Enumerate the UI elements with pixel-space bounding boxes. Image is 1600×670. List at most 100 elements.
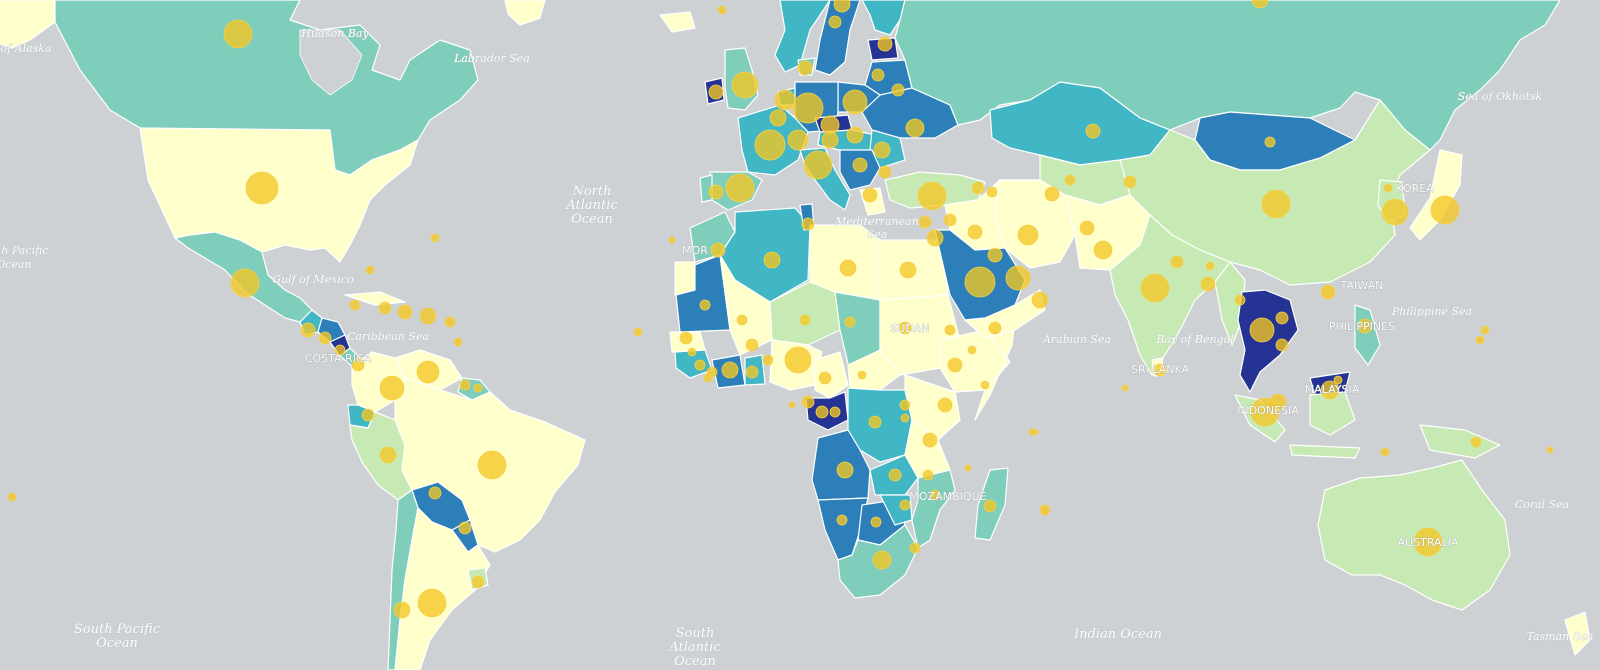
bubble-poland[interactable] bbox=[842, 89, 868, 115]
bubble-somalia[interactable] bbox=[980, 380, 990, 390]
bubble-spain[interactable] bbox=[725, 173, 755, 203]
bubble-togo-benin[interactable] bbox=[762, 354, 774, 366]
bubble-belarus[interactable] bbox=[891, 83, 905, 97]
bubble-norway[interactable] bbox=[833, 0, 851, 13]
bubble-congo[interactable] bbox=[829, 406, 841, 418]
bubble-austria[interactable] bbox=[821, 131, 839, 149]
bubble-solomon[interactable] bbox=[1546, 446, 1554, 454]
bubble-botswana[interactable] bbox=[870, 516, 882, 528]
bubble-korea-north[interactable] bbox=[1383, 183, 1393, 193]
bubble-mozambique[interactable] bbox=[929, 489, 941, 501]
bubble-bhutan[interactable] bbox=[1205, 261, 1215, 271]
bubble-kenya[interactable] bbox=[937, 397, 953, 413]
country-norway[interactable] bbox=[774, 0, 831, 73]
bubble-caribbean-6[interactable] bbox=[444, 316, 456, 328]
bubble-papua[interactable] bbox=[1470, 436, 1482, 448]
bubble-caribbean-1[interactable] bbox=[365, 265, 375, 275]
bubble-kazakhstan[interactable] bbox=[1085, 123, 1101, 139]
bubble-burkina-faso[interactable] bbox=[745, 338, 759, 352]
country-indonesia-borneo[interactable] bbox=[1309, 391, 1356, 436]
bubble-ivory-coast[interactable] bbox=[721, 361, 739, 379]
bubble-portugal[interactable] bbox=[708, 184, 724, 200]
bubble-philippines[interactable] bbox=[1357, 318, 1373, 334]
bubble-korea[interactable] bbox=[1381, 198, 1409, 226]
bubble-gabon[interactable] bbox=[815, 405, 829, 419]
bubble-bulgaria[interactable] bbox=[878, 165, 892, 179]
bubble-paraguay[interactable] bbox=[458, 521, 472, 535]
bubble-finland[interactable] bbox=[877, 36, 893, 52]
bubble-eritrea[interactable] bbox=[944, 324, 956, 336]
country-australia[interactable] bbox=[1317, 459, 1511, 611]
country-japan[interactable] bbox=[1409, 149, 1463, 241]
bubble-greece[interactable] bbox=[862, 187, 878, 203]
bubble-pakistan[interactable] bbox=[1093, 240, 1113, 260]
bubble-israel-1[interactable] bbox=[926, 229, 944, 247]
bubble-turkey[interactable] bbox=[917, 181, 947, 211]
bubble-mauritania[interactable] bbox=[699, 299, 711, 311]
bubble-chad[interactable] bbox=[844, 316, 856, 328]
bubble-vietnam[interactable] bbox=[1275, 311, 1289, 325]
bubble-equatorial-guinea[interactable] bbox=[801, 395, 815, 409]
bubble-canada[interactable] bbox=[223, 19, 253, 49]
bubble-guyana[interactable] bbox=[473, 383, 483, 393]
bubble-sudan[interactable] bbox=[898, 321, 912, 335]
bubble-mauritius[interactable] bbox=[1039, 504, 1051, 516]
bubble-car[interactable] bbox=[857, 370, 867, 380]
bubble-baltics[interactable] bbox=[871, 68, 885, 82]
bubble-switzerland[interactable] bbox=[787, 129, 809, 151]
bubble-seychelles[interactable] bbox=[1028, 428, 1036, 436]
country-iceland[interactable] bbox=[659, 11, 696, 33]
bubble-ireland[interactable] bbox=[708, 84, 724, 100]
bubble-namibia[interactable] bbox=[836, 514, 848, 526]
country-car[interactable] bbox=[847, 349, 901, 391]
bubble-angola[interactable] bbox=[836, 461, 854, 479]
bubble-cambodia[interactable] bbox=[1275, 338, 1289, 352]
bubble-madagascar[interactable] bbox=[983, 499, 997, 513]
bubble-iraq[interactable] bbox=[967, 224, 983, 240]
bubble-gambia[interactable] bbox=[687, 347, 697, 357]
bubble-malaysia[interactable] bbox=[1320, 380, 1340, 400]
bubble-nepal[interactable] bbox=[1170, 255, 1184, 269]
bubble-russia[interactable] bbox=[1251, 0, 1269, 9]
bubble-bolivia[interactable] bbox=[428, 486, 442, 500]
bubble-sierra-leone[interactable] bbox=[703, 373, 713, 383]
bubble-sao-tome[interactable] bbox=[788, 401, 796, 409]
country-sweden[interactable] bbox=[814, 0, 861, 76]
country-mozambique[interactable] bbox=[911, 469, 956, 549]
bubble-central-asia-1[interactable] bbox=[1044, 186, 1060, 202]
bubble-czech[interactable] bbox=[820, 115, 840, 135]
bubble-mali[interactable] bbox=[736, 314, 748, 326]
country-finland[interactable] bbox=[861, 0, 906, 36]
bubble-central-asia-3[interactable] bbox=[1123, 175, 1137, 189]
bubble-denmark[interactable] bbox=[797, 60, 813, 76]
bubble-saudi-arabia[interactable] bbox=[964, 266, 996, 298]
bubble-ethiopia[interactable] bbox=[947, 357, 963, 373]
bubble-thailand[interactable] bbox=[1249, 317, 1275, 343]
bubble-italy[interactable] bbox=[803, 150, 833, 180]
bubble-ukraine[interactable] bbox=[905, 118, 925, 138]
bubble-brazil[interactable] bbox=[477, 450, 507, 480]
bubble-pacific-island[interactable] bbox=[7, 492, 17, 502]
bubble-venezuela[interactable] bbox=[416, 360, 440, 384]
country-new-zealand[interactable] bbox=[1564, 611, 1591, 656]
bubble-djibouti[interactable] bbox=[967, 345, 977, 355]
country-greenland[interactable] bbox=[504, 0, 546, 26]
bubble-libya[interactable] bbox=[839, 259, 857, 277]
bubble-guinea-bissau[interactable] bbox=[694, 359, 706, 371]
country-cuba[interactable] bbox=[344, 291, 406, 306]
bubble-honduras[interactable] bbox=[318, 331, 332, 345]
bubble-iceland[interactable] bbox=[717, 5, 727, 15]
bubble-romania[interactable] bbox=[873, 141, 891, 159]
bubble-india[interactable] bbox=[1140, 273, 1170, 303]
bubble-caribbean-5[interactable] bbox=[419, 307, 437, 325]
bubble-yemen[interactable] bbox=[988, 321, 1002, 335]
bubble-kuwait[interactable] bbox=[987, 247, 1003, 263]
bubble-colombia[interactable] bbox=[379, 375, 405, 401]
bubble-zimbabwe[interactable] bbox=[899, 499, 911, 511]
country-alaska[interactable] bbox=[0, 0, 56, 49]
bubble-argentina[interactable] bbox=[417, 588, 447, 618]
bubble-iran[interactable] bbox=[1017, 224, 1039, 246]
bubble-cape-verde[interactable] bbox=[633, 327, 643, 337]
bubble-caucasus-2[interactable] bbox=[986, 186, 998, 198]
bubble-mexico[interactable] bbox=[230, 268, 260, 298]
